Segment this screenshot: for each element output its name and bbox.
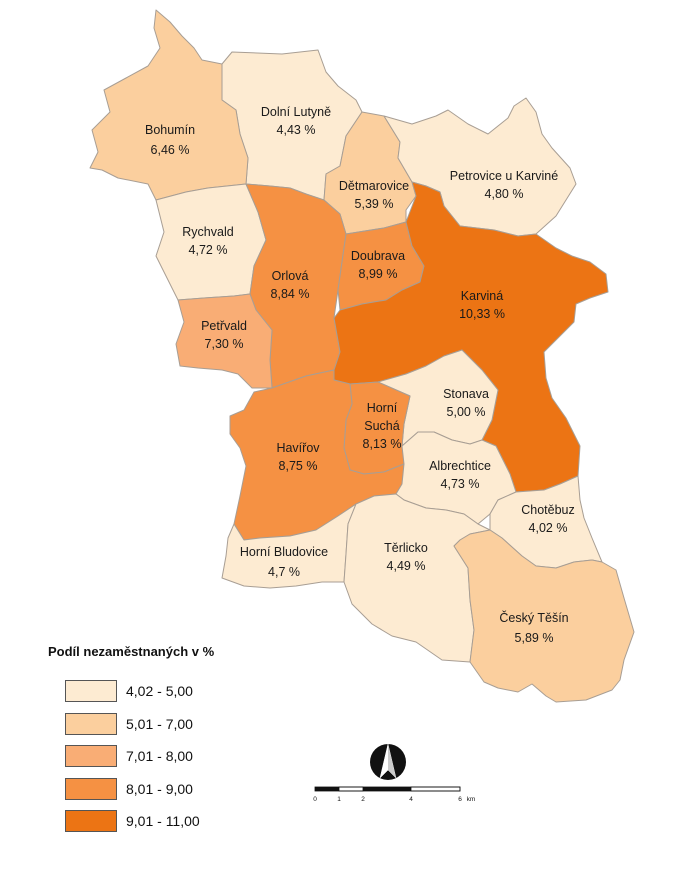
region-value-petrovice-u-karvine: 4,80 % xyxy=(485,187,524,201)
region-value-dolni-lutyne: 4,43 % xyxy=(277,123,316,137)
region-bohumin xyxy=(89,9,249,201)
legend-swatch xyxy=(65,777,117,800)
region-value-bohumin: 6,46 % xyxy=(151,143,190,157)
legend: Podíl nezaměstnaných v % 4,02 - 5,00 5,0… xyxy=(48,644,308,838)
legend-swatch xyxy=(65,745,117,768)
legend-label: 4,02 - 5,00 xyxy=(126,683,193,700)
region-value-cesky-tesin: 5,89 % xyxy=(515,631,554,645)
legend-label: 5,01 - 7,00 xyxy=(126,715,193,732)
region-label-dolni-lutyne: Dolní Lutyně xyxy=(261,105,331,119)
scale-tick-1: 1 xyxy=(337,796,341,803)
region-label-chotebuz: Chotěbuz xyxy=(521,503,575,517)
legend-item: 4,02 - 5,00 xyxy=(48,675,308,708)
legend-item: 7,01 - 8,00 xyxy=(48,740,308,773)
region-label-cesky-tesin: Český Těšín xyxy=(499,610,568,625)
scale-tick-4: 4 xyxy=(409,796,413,803)
scale-unit: km xyxy=(467,796,476,803)
legend-item: 5,01 - 7,00 xyxy=(48,708,308,741)
regions-layer xyxy=(89,9,635,703)
region-value-doubrava: 8,99 % xyxy=(359,267,398,281)
scale-tick-2: 2 xyxy=(361,796,365,803)
scale-tick-0: 0 xyxy=(313,796,317,803)
region-petrvald xyxy=(175,293,273,389)
region-label-horni-sucha: Horní xyxy=(367,401,398,415)
region-label-horni-bludovice: Horní Bludovice xyxy=(240,545,328,559)
region-label-rychvald: Rychvald xyxy=(182,225,233,239)
region-value-karvina: 10,33 % xyxy=(459,307,505,321)
region-label-karvina: Karviná xyxy=(461,289,503,303)
legend-item: 8,01 - 9,00 xyxy=(48,773,308,806)
region-label-stonava: Stonava xyxy=(443,387,489,401)
legend-swatch xyxy=(65,810,117,833)
region-value-albrechtice: 4,73 % xyxy=(441,477,480,491)
legend-label: 9,01 - 11,00 xyxy=(126,813,200,830)
region-label-horni-sucha: Suchá xyxy=(364,419,399,433)
legend-label: 7,01 - 8,00 xyxy=(126,748,193,765)
region-label-albrechtice: Albrechtice xyxy=(429,459,491,473)
region-value-horni-bludovice: 4,7 % xyxy=(268,565,300,579)
scale-tick-6: 6 xyxy=(458,796,462,803)
region-label-doubrava: Doubrava xyxy=(351,249,405,263)
region-value-petrvald: 7,30 % xyxy=(205,337,244,351)
scale-bar: 0 1 2 4 6 km xyxy=(313,786,476,803)
region-value-horni-sucha: 8,13 % xyxy=(363,437,402,451)
north-arrow-icon xyxy=(370,743,406,780)
region-label-bohumin: Bohumín xyxy=(145,123,195,137)
region-terlicko xyxy=(343,493,491,663)
region-value-chotebuz: 4,02 % xyxy=(529,521,568,535)
region-value-rychvald: 4,72 % xyxy=(189,243,228,257)
region-value-orlova: 8,84 % xyxy=(271,287,310,301)
region-value-terlicko: 4,49 % xyxy=(387,559,426,573)
region-value-havirov: 8,75 % xyxy=(279,459,318,473)
region-label-havirov: Havířov xyxy=(276,441,320,455)
region-label-orlova: Orlová xyxy=(272,269,309,283)
legend-label: 8,01 - 9,00 xyxy=(126,780,193,797)
region-label-terlicko: Těrlicko xyxy=(384,541,428,555)
region-value-detmarovice: 5,39 % xyxy=(355,197,394,211)
region-label-petrvald: Petřvald xyxy=(201,319,247,333)
legend-item: 9,01 - 11,00 xyxy=(48,805,308,838)
region-cesky-tesin xyxy=(453,529,635,703)
labels-layer: Dolní Lutyně 4,43 % Bohumín 6,46 % Dětmarovi… xyxy=(145,105,575,645)
legend-title: Podíl nezaměstnaných v % xyxy=(48,644,215,659)
region-label-petrovice-u-karvine: Petrovice u Karviné xyxy=(450,169,558,183)
region-label-detmarovice: Dětmarovice xyxy=(339,179,409,193)
legend-swatch xyxy=(65,680,117,703)
region-rychvald xyxy=(155,183,267,301)
region-value-stonava: 5,00 % xyxy=(447,405,486,419)
legend-swatch xyxy=(65,712,117,735)
